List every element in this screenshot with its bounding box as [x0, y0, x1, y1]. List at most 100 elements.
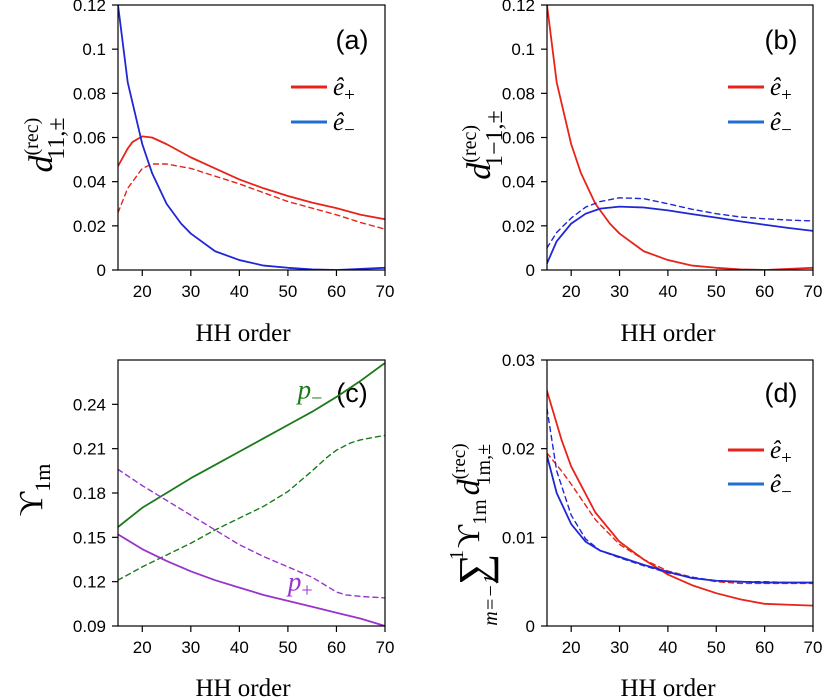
y-tick-label: 0.04 — [73, 173, 106, 192]
y-tick-label: 0 — [526, 261, 535, 280]
annotation-c-1: p+ — [286, 567, 313, 602]
y-tick-label: 0.09 — [73, 617, 106, 636]
series-line-c-2 — [118, 468, 385, 599]
y-tick-label: 0.02 — [502, 217, 535, 236]
x-tick-label: 60 — [755, 282, 774, 301]
series-line-d-2 — [547, 454, 813, 584]
y-tick-label: 0 — [526, 617, 535, 636]
x-tick-label: 70 — [804, 282, 823, 301]
x-tick-label: 20 — [562, 282, 581, 301]
ylabel-sub: 1−1,± — [482, 110, 508, 167]
panel-b: d(rec)1−1,± HH order (b) ê+ ê− — [459, 25, 798, 347]
panel-b-plot: 20 30 40 50 60 70 0 0.02 0.04 0.06 0.08 0.1 0.12 — [502, 0, 823, 301]
panel-c-plot: 20 30 40 50 60 70 0.09 0.12 0.15 0.18 0.21 0.24 p− p+ — [73, 359, 395, 657]
panel-c-xlabel: HH order — [195, 675, 291, 699]
panel-d-xlabel: HH order — [620, 675, 716, 699]
series-line-a-0 — [118, 135, 385, 221]
legend-label-e-minus: ê− — [333, 109, 355, 141]
panel-d-legend: ê+ ê− — [728, 437, 792, 503]
panel-a-ylabel-text: d(rec)11,± — [21, 117, 70, 172]
panel-b-label: (b) — [765, 25, 798, 55]
panel-a-legend: ê+ ê− — [291, 74, 355, 141]
x-tick-label: 60 — [327, 282, 346, 301]
annotation-c-0: p− — [296, 374, 323, 409]
legend-label-e-plus: ê+ — [770, 437, 792, 469]
y-tick-label: 0.02 — [502, 440, 535, 459]
panel-a-ylabel: d(rec)11,± — [21, 117, 70, 172]
y-tick-label: 0.18 — [73, 484, 106, 503]
panel-d-label: (d) — [765, 378, 798, 408]
x-tick-label: 60 — [327, 638, 346, 657]
x-tick-label: 40 — [658, 638, 677, 657]
ylabel-sub: 1m — [30, 464, 55, 492]
x-tick-label: 50 — [278, 282, 297, 301]
y-tick-label: 0.06 — [73, 129, 106, 148]
y-tick-label: 0.24 — [73, 395, 106, 414]
panel-b-xlabel: HH order — [620, 320, 716, 347]
x-tick-label: 70 — [376, 638, 395, 657]
x-tick-label: 50 — [707, 638, 726, 657]
panel-d: m=−1 1 ∑ ϒ1md(rec) 1m,± HH order (d) ê+ ê… — [446, 378, 798, 699]
x-tick-label: 40 — [230, 638, 249, 657]
panel-d-ylabel: m=−1 1 ∑ ϒ1md(rec) 1m,± — [446, 443, 502, 625]
x-tick-label: 30 — [610, 282, 629, 301]
panel-d-series — [547, 390, 813, 607]
panel-d-frame — [546, 359, 814, 627]
panel-b-ylabel: d(rec)1−1,± — [459, 110, 508, 179]
panel-d-ylabel-sum-bottom: m=−1 — [480, 574, 502, 625]
panel-d-ylabel-sum: ∑ — [450, 554, 499, 585]
x-tick-label: 70 — [376, 282, 395, 301]
x-tick-label: 30 — [610, 638, 629, 657]
panel-a-plot: 20 30 40 50 60 70 0 0.02 0.04 0.06 0.08 0.1 0.12 — [73, 0, 395, 301]
series-line-c-3 — [118, 533, 385, 626]
x-tick-label: 50 — [707, 282, 726, 301]
x-tick-label: 70 — [804, 638, 823, 657]
panel-a-xlabel: HH order — [195, 320, 291, 347]
panel-b-ylabel-text: d(rec)1−1,± — [459, 110, 508, 179]
series-line-a-1 — [118, 163, 385, 230]
y-tick-label: 0.01 — [502, 528, 535, 547]
ylabel-sub: 11,± — [44, 117, 70, 159]
panel-d-plot: 20 30 40 50 60 70 0 0.01 0.02 0.03 — [502, 351, 823, 657]
x-tick-label: 40 — [230, 282, 249, 301]
x-tick-label: 20 — [133, 282, 152, 301]
panel-d-ylabel-term: ϒ1md(rec) 1m,± — [449, 443, 495, 548]
ylabel-d: d — [461, 162, 498, 180]
y-tick-label: 0.12 — [73, 573, 106, 592]
legend-label-e-plus: ê+ — [770, 74, 792, 106]
y-tick-label: 0.1 — [511, 40, 535, 59]
y-tick-label: 0.03 — [502, 351, 535, 370]
ylabel-sup: (rec) — [459, 125, 481, 163]
y-tick-label: 0.06 — [502, 129, 535, 148]
x-tick-label: 20 — [133, 638, 152, 657]
panel-a-label: (a) — [336, 25, 369, 55]
y-tick-label: 0.15 — [73, 528, 106, 547]
plot-areas: 20 30 40 50 60 70 0 0.02 0.04 0.06 0.08 0.1 0.12 20 30… — [73, 0, 823, 657]
series-line-b-2 — [547, 197, 813, 249]
panel-c: ϒ1m HH order (c) — [13, 378, 368, 699]
x-tick-label: 30 — [181, 282, 200, 301]
legend-label-e-plus: ê+ — [333, 74, 355, 106]
x-tick-label: 40 — [658, 282, 677, 301]
ylabel-d: d — [23, 155, 60, 173]
y-tick-label: 0.08 — [73, 84, 106, 103]
y-tick-label: 0.12 — [73, 0, 106, 15]
y-tick-label: 0.02 — [73, 217, 106, 236]
panel-c-ylabel-text: ϒ1m — [13, 464, 55, 517]
x-tick-label: 60 — [755, 638, 774, 657]
panel-c-ylabel: ϒ1m — [13, 464, 55, 517]
legend-label-e-minus: ê− — [770, 109, 792, 141]
series-line-d-3 — [547, 408, 813, 584]
panel-b-legend: ê+ ê− — [728, 74, 792, 141]
panel-a: d(rec)11,± HH order (a) ê+ ê− — [21, 25, 369, 347]
y-tick-label: 0.1 — [82, 40, 106, 59]
y-tick-label: 0.04 — [502, 173, 535, 192]
series-line-c-1 — [118, 434, 385, 581]
legend-label-e-minus: ê− — [770, 471, 792, 503]
y-tick-label: 0.21 — [73, 440, 106, 459]
x-tick-label: 20 — [562, 638, 581, 657]
series-line-c-0 — [118, 362, 385, 528]
series-line-b-1 — [547, 205, 813, 265]
x-tick-label: 30 — [181, 638, 200, 657]
